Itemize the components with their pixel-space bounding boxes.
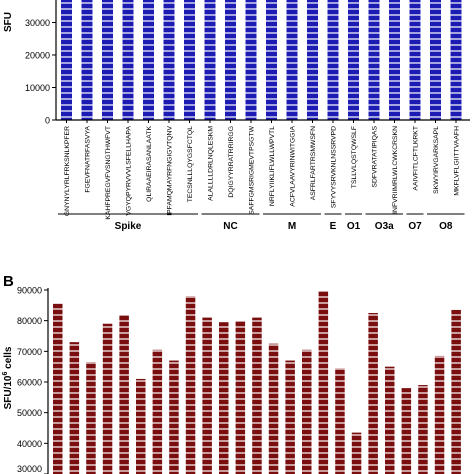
bar-a-15 xyxy=(368,0,380,120)
bar-a-17 xyxy=(409,0,421,120)
bar-b-24 xyxy=(451,309,461,474)
y-tick-label-a: 30000 xyxy=(25,18,50,28)
x-tick-label-a: QLIRAAEIRASANLAATK xyxy=(146,126,153,202)
x-tick-label-a: DQIGYYRRATRRIRGG xyxy=(228,126,235,198)
bar-b-3 xyxy=(102,323,113,474)
bar-b-14 xyxy=(285,360,295,474)
bar-a-19 xyxy=(450,0,462,120)
bar-a-5 xyxy=(163,0,175,120)
x-tick-label-a: ASFRLFARTRSMWSFN xyxy=(310,126,317,200)
bar-a-1 xyxy=(81,0,93,120)
x-tick-label-a: ACFVLAAVYRINWITGGIA xyxy=(290,126,297,207)
bar-b-15 xyxy=(302,349,312,474)
bar-a-10 xyxy=(266,0,277,120)
group-label-a: NC xyxy=(223,221,237,232)
group-label-a: M xyxy=(288,221,296,232)
y-tick-label-b: 70000 xyxy=(17,347,42,357)
y-tick-label-a: 20000 xyxy=(25,51,50,61)
bar-b-22 xyxy=(418,385,428,474)
bar-a-6 xyxy=(184,0,195,120)
bar-b-23 xyxy=(434,355,445,474)
bar-b-17 xyxy=(335,368,345,474)
panel-a-y-axis-label: SFU xyxy=(3,12,14,32)
bar-a-3 xyxy=(122,0,134,120)
panel-b-y-axis-label: SFU/106 cells xyxy=(2,346,14,409)
y-tick-label-a: 0 xyxy=(45,116,50,126)
x-tick-label-a: VGYQPYRVVVLSFELLHAPA xyxy=(126,126,133,216)
group-label-a: Spike xyxy=(115,221,142,232)
bar-a-14 xyxy=(348,0,359,120)
bar-b-9 xyxy=(202,317,212,474)
bar-b-11 xyxy=(235,320,246,474)
panel-a-group-labels: Spike NC M E O1 O3a O7 O8 xyxy=(58,213,465,232)
x-tick-label-a: AAIVFITLCFTLKRKT xyxy=(413,126,420,191)
group-label-a: E xyxy=(330,221,337,232)
panel-b-y-ticks: 30000 40000 50000 60000 70000 80000 90000 xyxy=(17,286,48,474)
bar-b-10 xyxy=(219,322,229,474)
panel-a-chart: 0 10000 20000 30000 GNYNYLYRLFRKSNLKPFER FGE… xyxy=(3,0,470,232)
panel-b-chart: B 30000 40000 50000 60000 70000 80000 90000 SF… xyxy=(2,273,461,474)
group-label-a: O1 xyxy=(347,221,361,232)
x-tick-label-a: SDFVRATATIPIQAS xyxy=(372,126,379,188)
x-tick-label-a: NRFLYIIKLIFLWLLWPVTL xyxy=(269,126,276,206)
group-label-a: O3a xyxy=(375,221,394,232)
bar-b-16 xyxy=(318,291,329,474)
bar-b-20 xyxy=(385,366,395,474)
bar-b-2 xyxy=(86,362,96,474)
bar-a-18 xyxy=(430,0,441,120)
bar-b-0 xyxy=(53,303,63,474)
bar-a-9 xyxy=(245,0,257,120)
bar-b-13 xyxy=(268,343,279,474)
bar-b-18 xyxy=(351,432,362,474)
y-tick-label-b: 40000 xyxy=(17,439,42,449)
panel-a-bars xyxy=(61,0,462,120)
x-tick-label-a: FGEVFNATRFASVYA xyxy=(85,126,92,193)
bar-b-21 xyxy=(401,388,412,474)
bar-a-2 xyxy=(102,0,113,120)
x-tick-label-a: IPFAMQMAYRFNGIGVTQNV xyxy=(167,126,174,216)
x-tick-label-a: SFYVYSRVKNLNSSRVPD xyxy=(331,126,338,208)
bar-a-7 xyxy=(204,0,216,120)
bar-b-7 xyxy=(169,360,179,474)
panel-b-label: B xyxy=(3,273,14,290)
x-tick-label-a: MKFLVFLGIITTVAAFH xyxy=(454,126,461,196)
y-tick-label-b: 80000 xyxy=(17,316,42,326)
y-tick-label-b: 50000 xyxy=(17,408,42,418)
bar-a-11 xyxy=(286,0,298,120)
y-tick-label-a: 10000 xyxy=(25,83,50,93)
x-tick-label-a: GNYNYLYRLFRKSNLKPFER xyxy=(64,126,71,216)
bar-b-4 xyxy=(119,314,129,474)
y-tick-label-b: 30000 xyxy=(17,464,42,474)
x-tick-label-a: SAFFGMSRIGMEVTPSGTW xyxy=(249,125,256,214)
group-label-a: O7 xyxy=(408,221,422,232)
bar-b-6 xyxy=(152,349,163,474)
x-tick-label-a: ALALLLLDRLNQLESKM xyxy=(208,126,215,201)
x-tick-label-a: SKWYIRVGARKSAPL xyxy=(433,126,440,194)
bar-a-4 xyxy=(143,0,154,120)
panel-a-x-tick-labels: GNYNYLYRLFRKSNLKPFER FGEVFNATRFASVYA KAHFP… xyxy=(64,120,461,220)
x-tick-label-a: TSLLVLQSTQWSLF xyxy=(351,126,358,188)
x-tick-label-a: INFVRIIMRLWLCWKCRSKN xyxy=(392,126,399,214)
bar-b-1 xyxy=(69,342,80,474)
bar-a-12 xyxy=(307,0,318,120)
panel-a-y-ticks: 0 10000 20000 30000 xyxy=(25,18,56,126)
panel-b-bars xyxy=(53,291,461,474)
x-tick-label-a: KAHFPREGVFVSNGTHWFVT xyxy=(105,126,112,220)
y-tick-label-b: 60000 xyxy=(17,378,42,388)
bar-a-8 xyxy=(225,0,236,120)
y-tick-label-b: 90000 xyxy=(17,286,42,296)
bar-a-13 xyxy=(327,0,339,120)
bar-b-12 xyxy=(252,317,262,474)
bar-a-16 xyxy=(389,0,400,120)
bar-a-0 xyxy=(61,0,72,120)
bar-b-5 xyxy=(136,378,146,474)
x-tick-label-a: TECSNLLLQYGSFCTQL xyxy=(187,126,194,203)
group-label-a: O8 xyxy=(439,221,453,232)
bar-b-19 xyxy=(368,313,378,474)
bar-b-8 xyxy=(185,296,196,474)
